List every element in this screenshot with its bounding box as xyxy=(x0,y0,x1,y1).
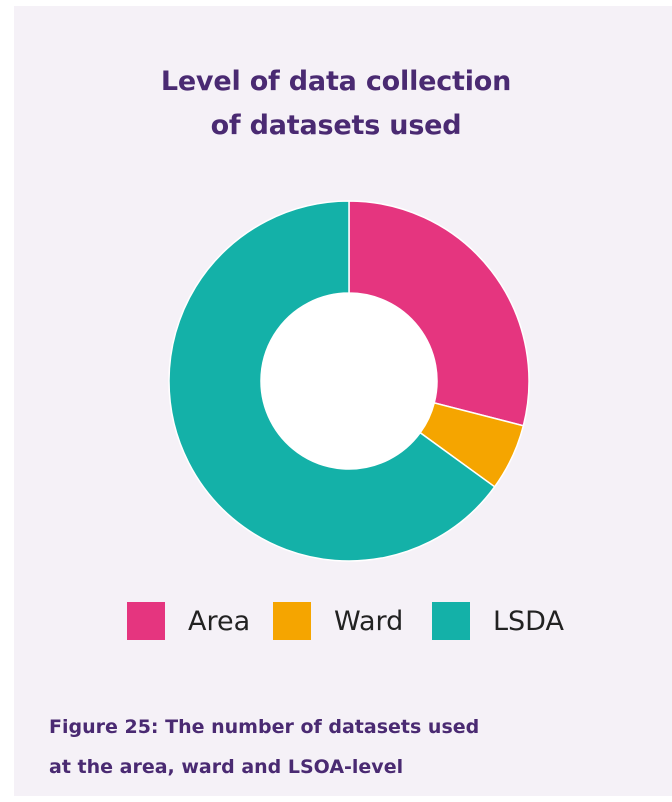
legend-item-lsda: LSDA xyxy=(432,601,564,641)
legend-swatch-lsda xyxy=(432,602,470,640)
legend-label-area: Area xyxy=(188,605,251,637)
legend-label-lsda: LSDA xyxy=(493,605,564,637)
figure-caption-line-1: Figure 25: The number of datasets used xyxy=(49,716,480,738)
chart-title-line-1: Level of data collection xyxy=(160,66,512,97)
legend-swatch-area xyxy=(127,602,165,640)
chart-title-line-2: of datasets used xyxy=(210,110,462,141)
legend-swatch-ward xyxy=(273,602,311,640)
legend-item-ward: Ward xyxy=(273,601,403,641)
chart-legend: Area Ward LSDA xyxy=(0,601,672,641)
figure-caption-line-2: at the area, ward and LSOA-level xyxy=(49,756,404,778)
legend-item-area: Area xyxy=(127,601,250,641)
donut-hole xyxy=(261,293,437,469)
legend-label-ward: Ward xyxy=(334,605,404,637)
